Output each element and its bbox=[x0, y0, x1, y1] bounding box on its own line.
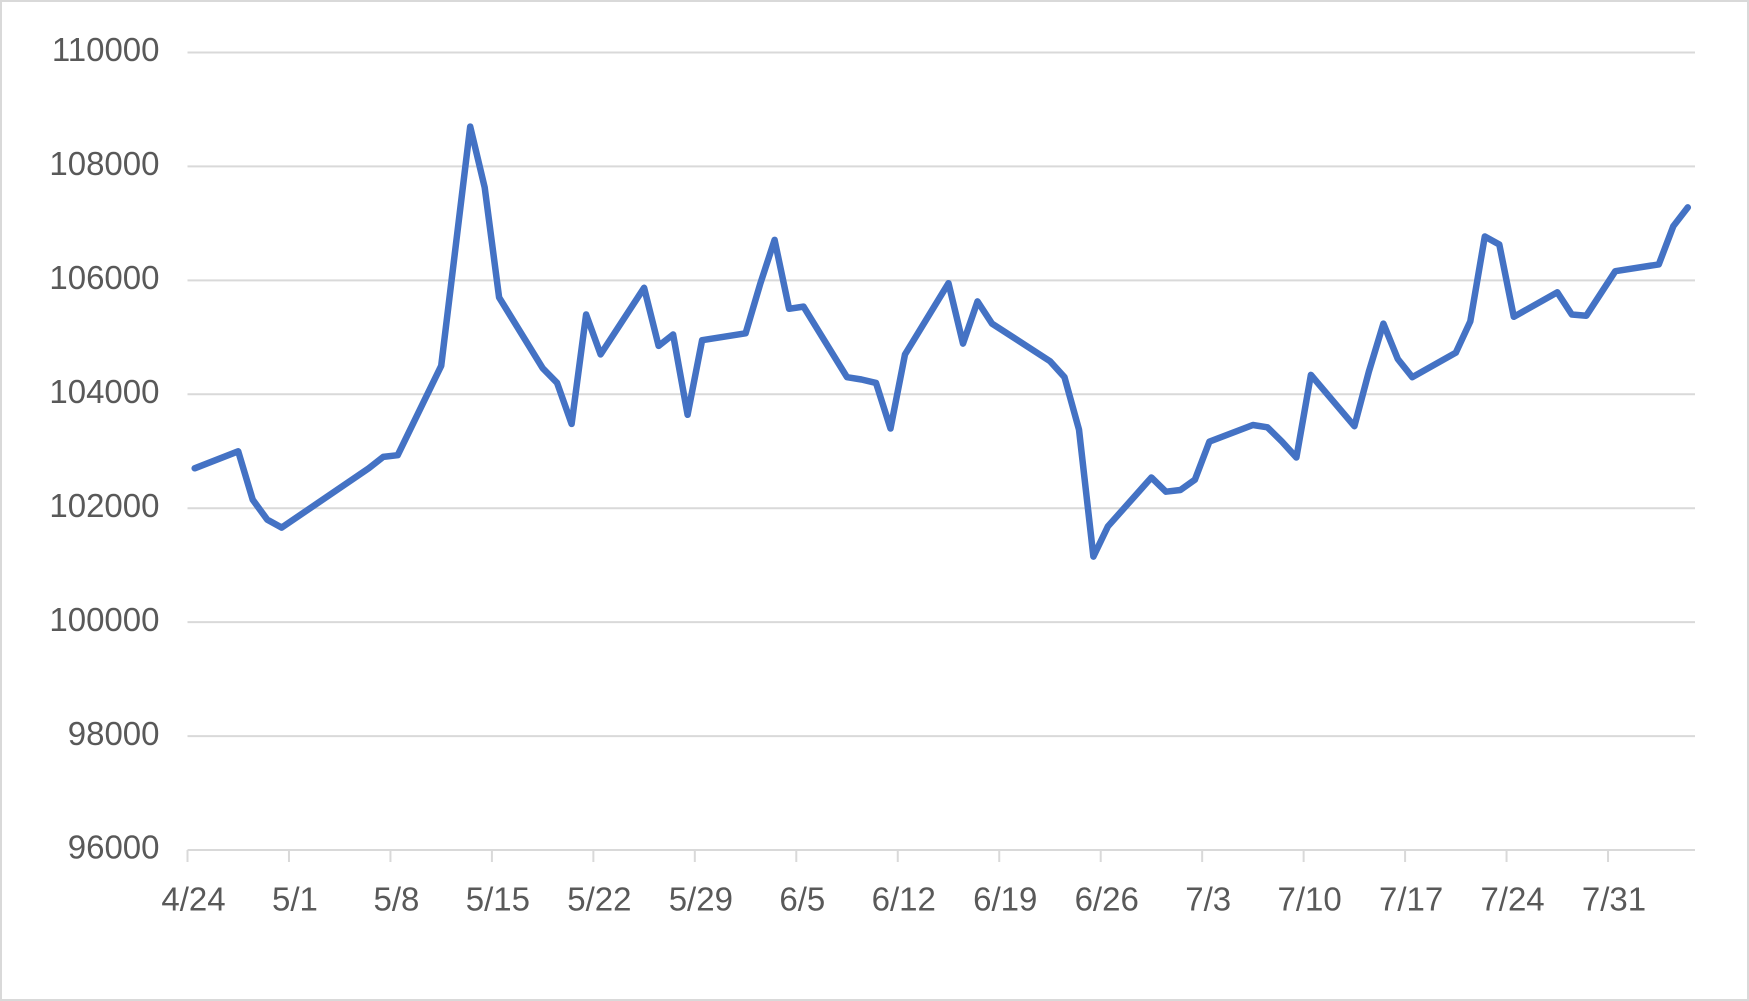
x-tick-label: 6/5 bbox=[779, 881, 825, 918]
y-tick-label: 104000 bbox=[49, 373, 159, 410]
x-tick-label: 4/24 bbox=[161, 881, 225, 918]
x-tick-label: 5/15 bbox=[466, 881, 530, 918]
x-tick-label: 7/10 bbox=[1278, 881, 1342, 918]
y-tick-label: 108000 bbox=[49, 145, 159, 182]
x-tick-label: 6/12 bbox=[872, 881, 936, 918]
y-tick-label: 110000 bbox=[52, 31, 160, 68]
y-tick-label: 106000 bbox=[49, 259, 159, 296]
x-tick-label: 5/22 bbox=[567, 881, 631, 918]
y-tick-label: 98000 bbox=[68, 715, 160, 752]
x-tick-label: 6/19 bbox=[973, 881, 1037, 918]
x-tick-label: 5/1 bbox=[272, 881, 318, 918]
y-tick-label: 100000 bbox=[49, 601, 159, 638]
x-tick-label: 7/31 bbox=[1582, 881, 1646, 918]
x-tick-label: 7/24 bbox=[1480, 881, 1544, 918]
x-tick-label: 7/3 bbox=[1185, 881, 1231, 918]
x-tick-label: 5/8 bbox=[373, 881, 419, 918]
x-tick-label: 6/26 bbox=[1075, 881, 1139, 918]
y-tick-label: 102000 bbox=[49, 487, 159, 524]
y-tick-label: 96000 bbox=[68, 829, 160, 866]
data-line bbox=[191, 123, 1692, 560]
x-tick-label: 5/29 bbox=[669, 881, 733, 918]
x-tick-label: 7/17 bbox=[1379, 881, 1443, 918]
